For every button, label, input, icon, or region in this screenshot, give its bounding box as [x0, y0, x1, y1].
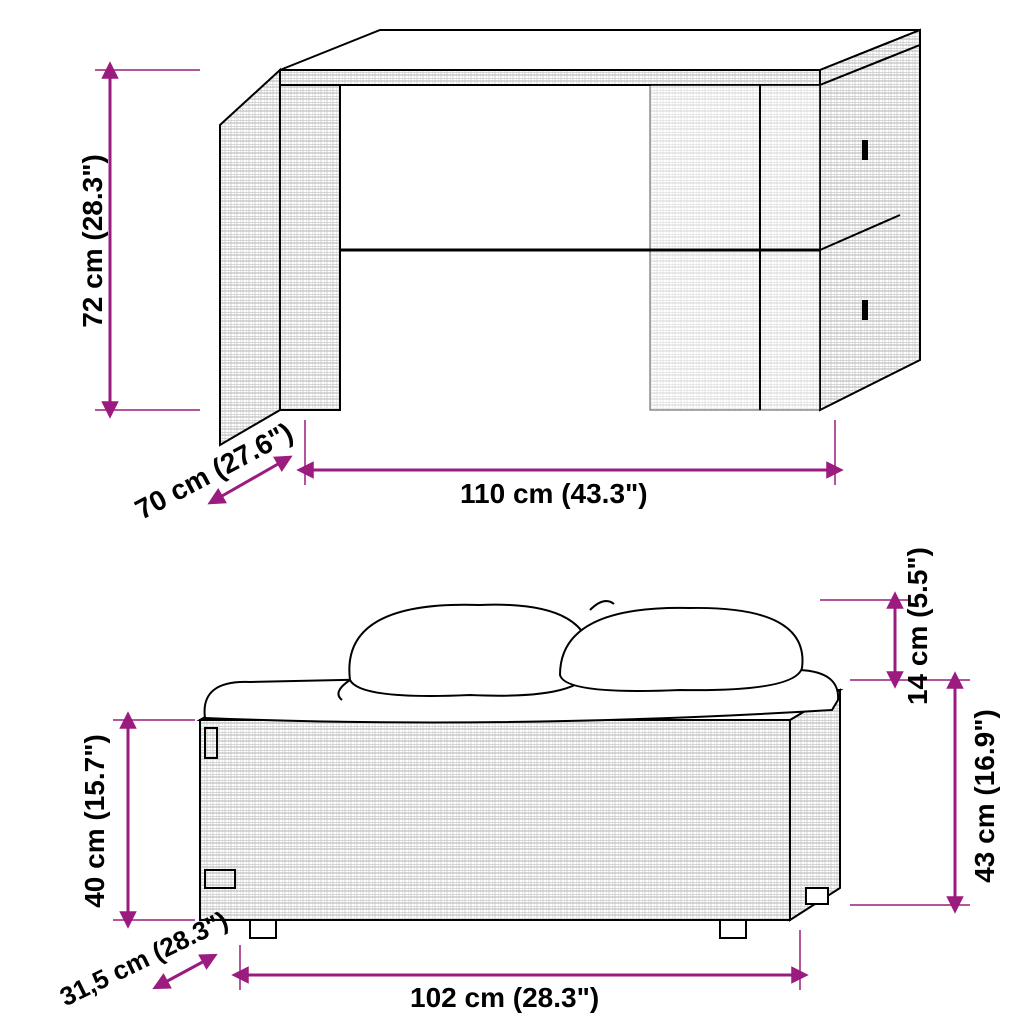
bench-width-label: 102 cm (28.3") [410, 982, 599, 1014]
bench-cushion-height-label: 14 cm (5.5") [902, 536, 934, 716]
table-width-label: 110 cm (43.3") [460, 478, 648, 510]
bench-total-height-label: 43 cm (16.9") [969, 691, 1001, 901]
bench-drawing [200, 601, 840, 938]
table-drawing [220, 30, 920, 445]
table-height-label: 72 cm (28.3") [77, 136, 109, 346]
bench-body-height-label: 40 cm (15.7") [79, 716, 111, 926]
